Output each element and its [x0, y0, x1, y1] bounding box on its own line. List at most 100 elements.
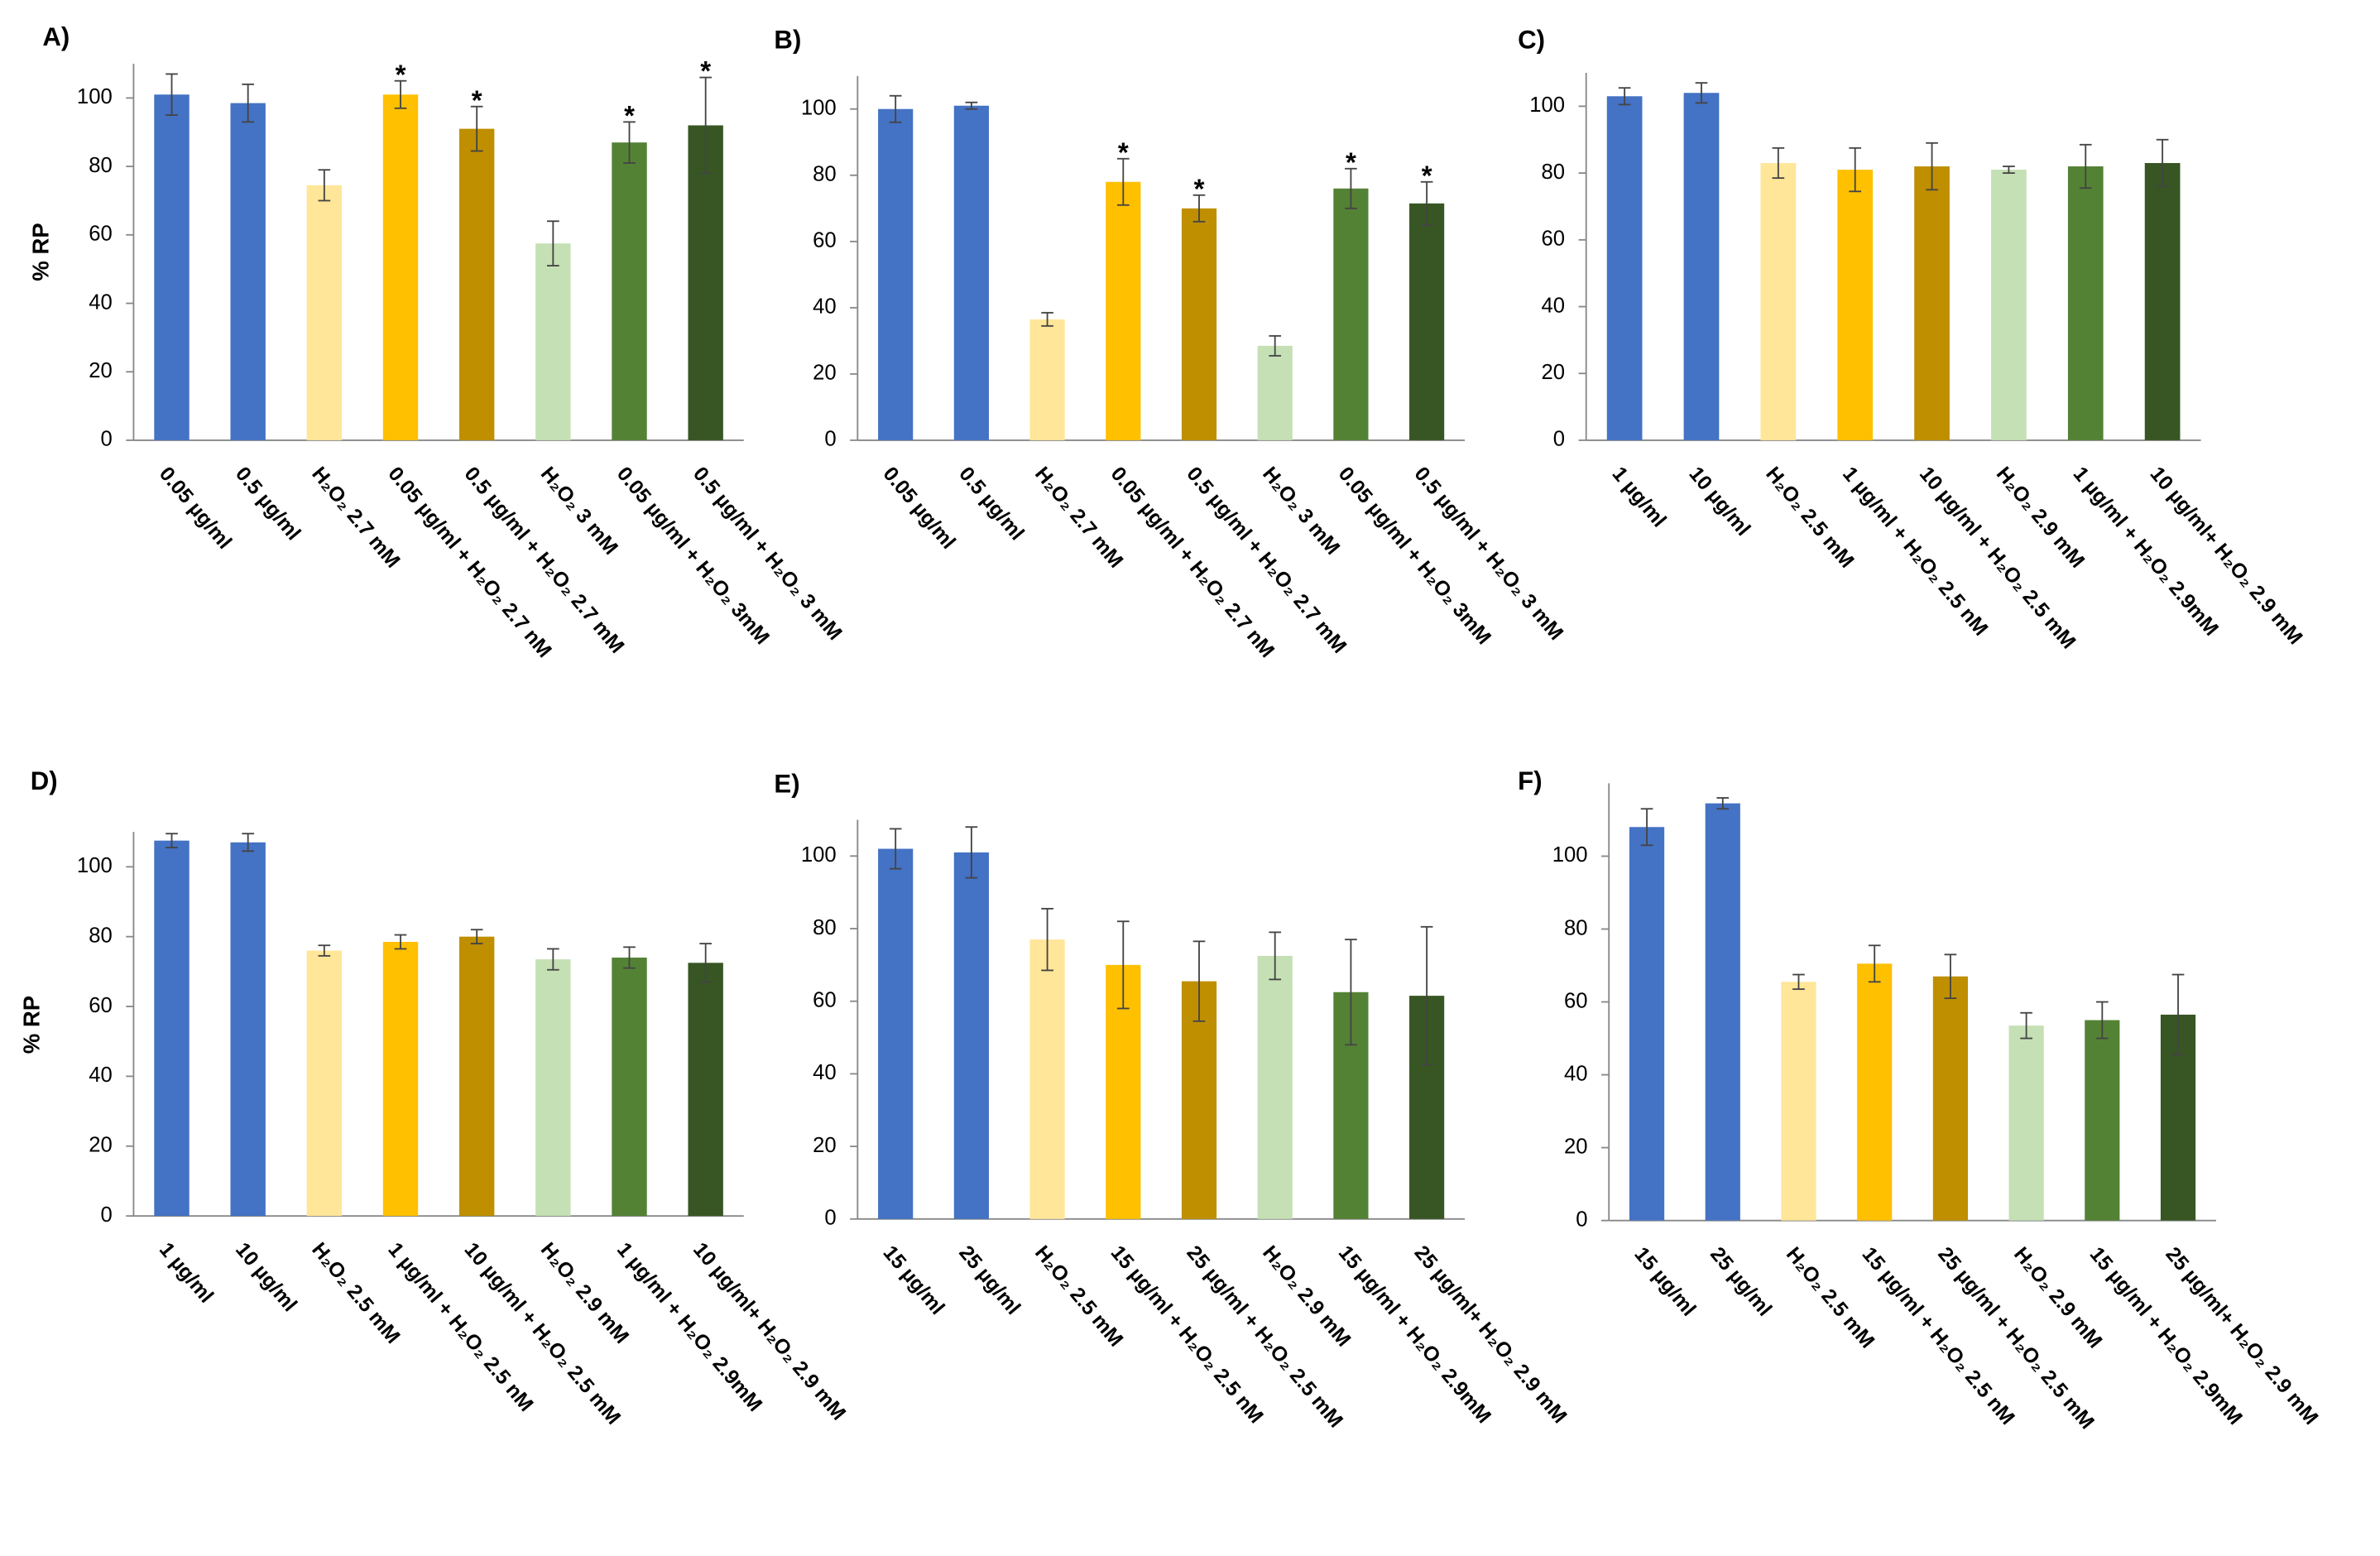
panel: A) % RP 0 20 40 60 80 100 0.05 µg/ml0.5 µg/ml H₂O…: [28, 22, 847, 662]
bar: [1760, 162, 1797, 440]
bar: [1029, 319, 1065, 440]
significance-marker: *: [700, 55, 711, 86]
error-bar: [1345, 939, 1357, 1046]
error-bar: [1420, 925, 1433, 1066]
error-bar: [965, 826, 978, 879]
error-bar: [623, 121, 636, 164]
error-bar: [470, 105, 483, 152]
x-tick-label: 15 µg/ml + H₂O₂ 2.5 nM: [1106, 1241, 1268, 1428]
significance-marker: *: [1346, 146, 1356, 177]
x-tick-label: 25 µg/ml: [954, 1241, 1024, 1319]
error-bar: [965, 101, 978, 110]
x-tick-label: 0.05 µg/ml + H₂O₂ 2.7 nM: [1106, 463, 1279, 662]
bar: [878, 848, 914, 1219]
y-tick-label: 80: [1541, 161, 1565, 184]
x-tick-label: 25 µg/ml+ H₂O₂ 2.9 mM: [1410, 1241, 1571, 1428]
bar: [1606, 96, 1643, 440]
y-tick-label: 80: [89, 154, 113, 177]
error-bar: [242, 83, 255, 123]
bar: [1781, 982, 1816, 1221]
x-tick-label: 0.05 µg/ml + H₂O₂ 2.7 nM: [383, 463, 555, 662]
x-tick-label: 10 µg/ml + H₂O₂ 2.5 mM: [460, 1239, 625, 1429]
bar: [688, 963, 723, 1217]
x-tick-label: H₂O₂ 3 mM: [536, 463, 622, 559]
x-tick-label: 1 µg/ml + H₂O₂ 2.9mM: [2069, 463, 2223, 640]
x-tick-label: 1 µg/ml + H₂O₂ 2.5 nM: [1838, 463, 1992, 640]
x-tick-label: 25 µg/ml + H₂O₂ 2.5 mM: [1182, 1241, 1346, 1432]
y-tick-label: 20: [89, 359, 113, 382]
bar: [953, 852, 989, 1219]
error-bar: [699, 943, 713, 983]
error-bar: [318, 169, 331, 202]
y-tick-label: 100: [1552, 843, 1588, 867]
bar: [535, 959, 571, 1217]
bar: [1629, 827, 1665, 1221]
bar: [1837, 170, 1874, 440]
bar: [458, 128, 495, 440]
x-tick-label: 15 µg/ml + H₂O₂ 2.5 nM: [1858, 1243, 2019, 1429]
y-tick-label: 20: [1564, 1135, 1588, 1158]
bar: [688, 125, 723, 440]
x-tick-label: 10 µg/ml+ H₂O₂ 2.9 mM: [2145, 463, 2306, 649]
y-axis-label: % RP: [19, 996, 45, 1054]
x-tick-label: 15 µg/ml + H₂O₂ 2.9mM: [1334, 1241, 1495, 1428]
bar: [382, 941, 419, 1217]
x-tick-label: 1 µg/ml + H₂O₂ 2.5 nM: [383, 1239, 537, 1416]
error-bar: [166, 833, 178, 849]
x-tick-label: 0.5 µg/ml: [954, 463, 1028, 545]
error-bar: [1926, 142, 1938, 191]
panel-title: D): [31, 766, 58, 795]
bar: [1333, 188, 1369, 440]
significance-marker: *: [1118, 137, 1129, 167]
error-bar: [2020, 1011, 2032, 1040]
error-bar: [2171, 973, 2185, 1056]
significance-marker: *: [1194, 173, 1205, 204]
bar: [1857, 963, 1893, 1221]
significance-marker: *: [472, 84, 482, 115]
significance-marker: *: [624, 100, 635, 131]
x-tick-label: 0.5 µg/ml + H₂O₂ 2.7 mM: [460, 463, 629, 657]
bar: [535, 243, 571, 440]
y-tick-label: 40: [813, 295, 837, 319]
x-tick-label: 1 µg/ml: [1608, 463, 1671, 531]
bar: [458, 936, 495, 1217]
y-tick-label: 80: [813, 163, 837, 186]
bar: [306, 950, 343, 1217]
bar: [154, 840, 190, 1217]
y-tick-label: 0: [100, 428, 112, 451]
error-bar: [1618, 87, 1631, 106]
error-bar: [2003, 166, 2015, 175]
y-tick-label: 60: [813, 988, 837, 1011]
y-tick-label: 100: [801, 843, 837, 867]
bar: [2144, 162, 2181, 440]
bar: [1914, 166, 1950, 440]
x-tick-label: 10 µg/ml: [1684, 463, 1754, 540]
error-bar: [166, 73, 178, 116]
error-bar: [699, 76, 713, 175]
error-bar: [394, 934, 407, 950]
error-bar: [889, 94, 902, 123]
x-tick-label: 25 µg/ml + H₂O₂ 2.5 mM: [1933, 1243, 2098, 1434]
x-tick-label: 0.05 µg/ml: [155, 463, 236, 553]
x-tick-label: 10 µg/ml+ H₂O₂ 2.9 mM: [689, 1239, 850, 1425]
bar: [1705, 803, 1740, 1221]
x-tick-label: 0.05 µg/ml + H₂O₂ 3mM: [612, 463, 774, 649]
x-tick-label: 0.5 µg/ml + H₂O₂ 2.7 mM: [1182, 463, 1351, 657]
bar: [1683, 93, 1720, 440]
bar: [1991, 170, 2027, 440]
bar: [612, 142, 647, 440]
y-tick-label: 0: [100, 1203, 112, 1227]
x-tick-label: 15 µg/ml: [879, 1241, 949, 1319]
error-bar: [1868, 944, 1881, 983]
bar: [953, 105, 989, 440]
error-bar: [1772, 146, 1785, 180]
y-tick-label: 60: [1541, 228, 1565, 251]
y-tick-label: 40: [89, 1064, 113, 1087]
bar: [2085, 1020, 2120, 1221]
x-tick-label: 0.5 µg/ml: [231, 463, 305, 545]
x-tick-label: 0.5 µg/ml + H₂O₂ 3 mM: [1410, 463, 1567, 645]
y-tick-label: 40: [1564, 1062, 1588, 1085]
